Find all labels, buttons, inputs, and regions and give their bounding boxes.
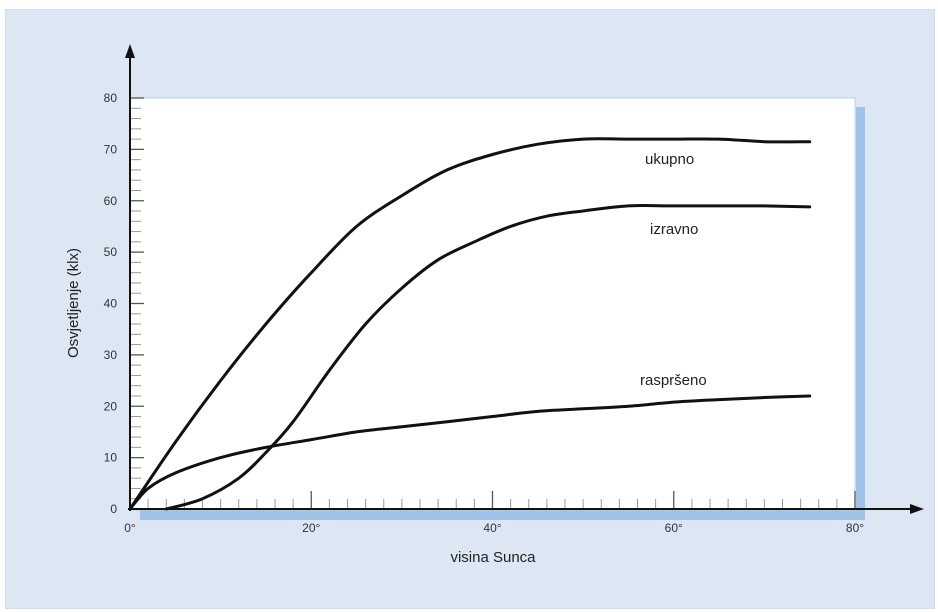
series-label-ukupno: ukupno (645, 151, 694, 168)
y-axis-title: Osvjetljenje (klx) (65, 248, 82, 358)
series-line-raspršeno (128, 394, 812, 511)
x-axis-arrow (910, 504, 924, 514)
plot-shadow-right (856, 107, 865, 518)
y-tick-label: 70 (104, 142, 118, 156)
series-layer (128, 137, 812, 511)
x-axis-title: visina Sunca (450, 549, 536, 566)
plot-area (129, 97, 856, 511)
axes-layer (125, 44, 924, 514)
y-tick-label: 0 (110, 502, 117, 516)
series-label-izravno: izravno (650, 221, 698, 238)
x-tick-label: 60° (665, 521, 683, 535)
y-tick-label: 30 (104, 348, 118, 362)
y-tick-label: 50 (104, 245, 118, 259)
x-tick-label: 0° (124, 521, 136, 535)
y-tick-label: 20 (104, 399, 118, 413)
y-tick-label: 10 (104, 451, 118, 465)
series-label-raspršeno: raspršeno (640, 372, 707, 389)
series-line-ukupno (128, 137, 812, 511)
x-tick-label: 20° (302, 521, 320, 535)
y-axis-arrow (125, 44, 135, 58)
y-tick-label: 80 (104, 91, 118, 105)
labels-layer: 0 10 20 30 40 50 60 70 80 0° 20° 40° 60° 80° visina Su… (65, 91, 864, 566)
x-tick-label: 80° (846, 521, 864, 535)
y-tick-label: 40 (104, 297, 118, 311)
x-tick-label: 40° (483, 521, 501, 535)
y-tick-label: 60 (104, 194, 118, 208)
series-line-izravno (164, 204, 812, 511)
plot-shadow-bottom (140, 510, 865, 520)
